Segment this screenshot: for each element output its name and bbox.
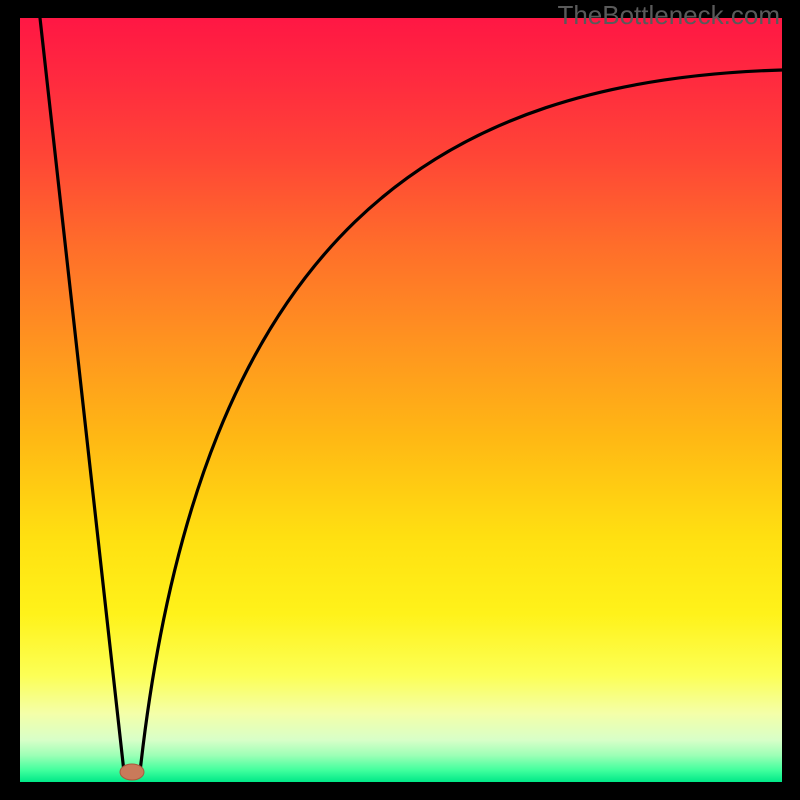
curve-layer [0,0,800,800]
watermark-text: TheBottleneck.com [557,0,780,31]
curve-right-branch [140,70,782,772]
curve-left-branch [40,18,124,772]
plot-area [20,18,782,782]
chart-container: TheBottleneck.com [0,0,800,800]
minimum-marker [120,764,144,780]
